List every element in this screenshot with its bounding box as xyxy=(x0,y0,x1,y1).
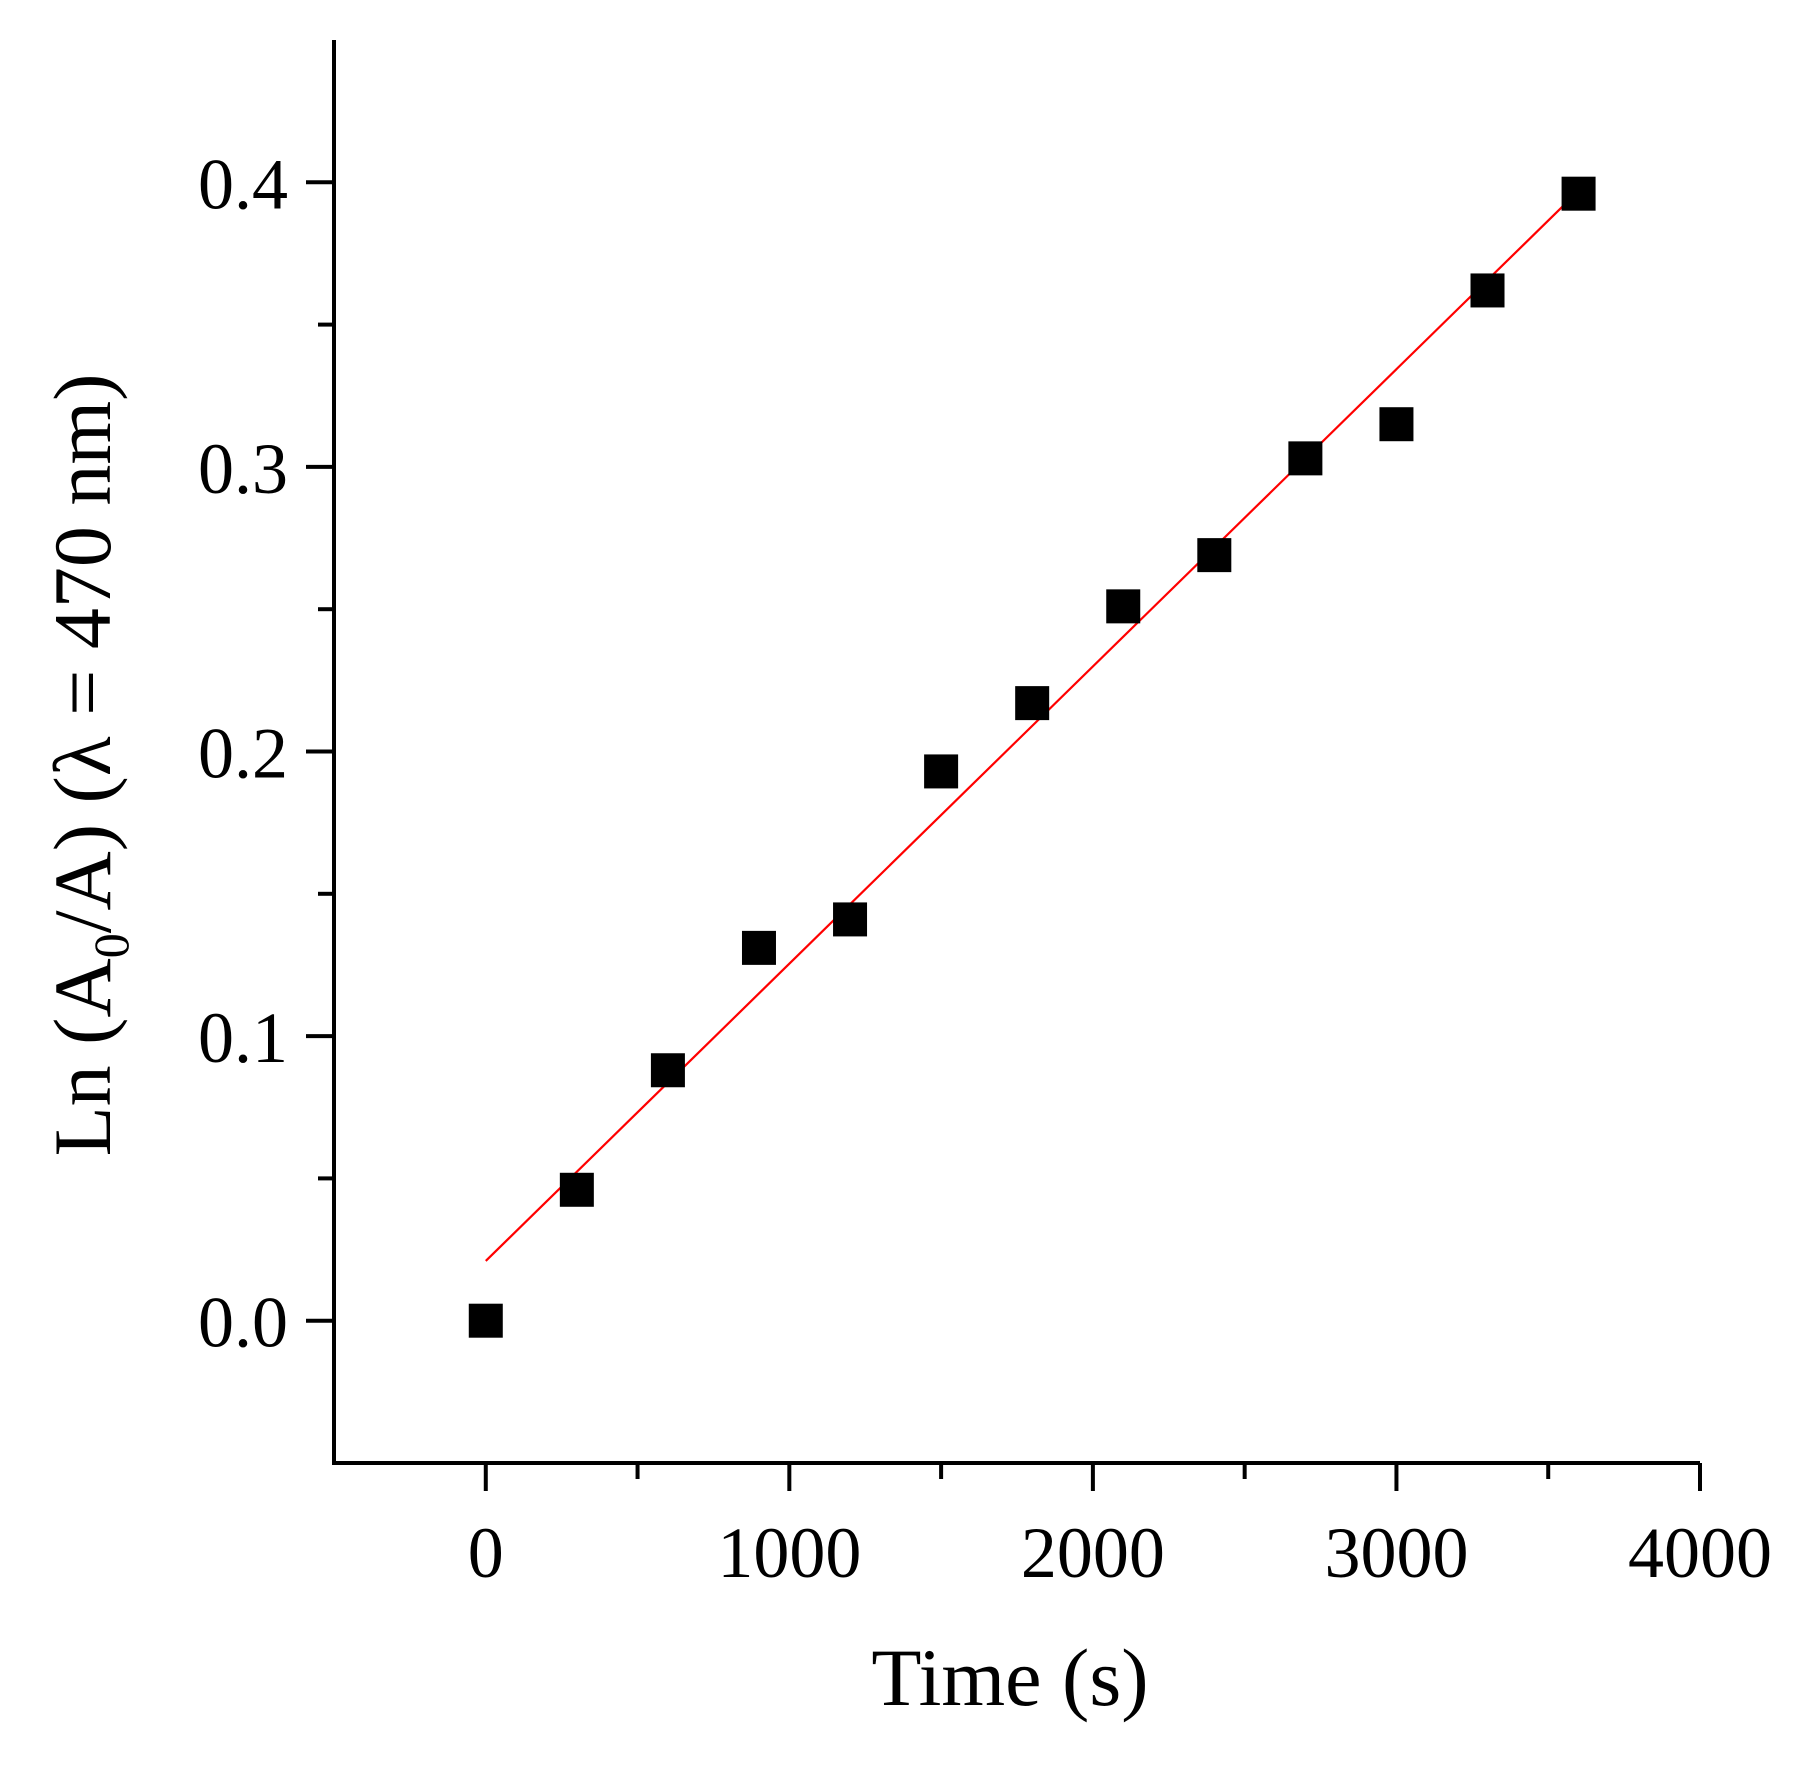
y-axis-title-prefix: Ln (A xyxy=(37,958,128,1156)
data-point xyxy=(741,930,776,965)
fit-line xyxy=(485,190,1580,1262)
y-tick-label: 0.2 xyxy=(198,714,288,794)
data-point xyxy=(559,1172,594,1207)
ticks xyxy=(306,180,1702,1491)
data-point xyxy=(1015,686,1050,721)
y-tick-label: 0.0 xyxy=(198,1283,288,1363)
series xyxy=(468,176,1596,1338)
x-axis-title: Time (s) xyxy=(871,1632,1148,1723)
x-tick-label: 4000 xyxy=(1628,1513,1772,1593)
x-tick-label: 2000 xyxy=(1021,1513,1165,1593)
data-point xyxy=(833,902,868,937)
y-axis-title-subscript: 0 xyxy=(83,933,139,958)
data-point xyxy=(924,754,959,789)
x-tick-label: 1000 xyxy=(717,1513,861,1593)
tick-labels: 0.0 0.1 0.2 0.3 0.4 0 1000 2000 3000 4000 xyxy=(198,144,1772,1593)
x-tick-label: 0 xyxy=(468,1513,504,1593)
data-point xyxy=(1379,407,1414,442)
data-point xyxy=(1288,441,1323,476)
data-point xyxy=(650,1053,685,1088)
data-point xyxy=(1106,589,1141,624)
data-point xyxy=(1197,538,1232,573)
y-tick-label: 0.3 xyxy=(198,429,288,509)
axes xyxy=(332,40,1700,1465)
data-point xyxy=(468,1303,503,1338)
y-tick-label: 0.4 xyxy=(198,144,288,224)
x-tick-label: 3000 xyxy=(1324,1513,1468,1593)
y-tick-label: 0.1 xyxy=(198,998,288,1078)
y-axis-title-suffix: /A) (λ = 470 nm) xyxy=(37,374,128,934)
data-point xyxy=(1561,176,1596,211)
y-axis-title: Ln (A0/A) (λ = 470 nm) xyxy=(37,374,139,1157)
data-point xyxy=(1470,273,1505,308)
